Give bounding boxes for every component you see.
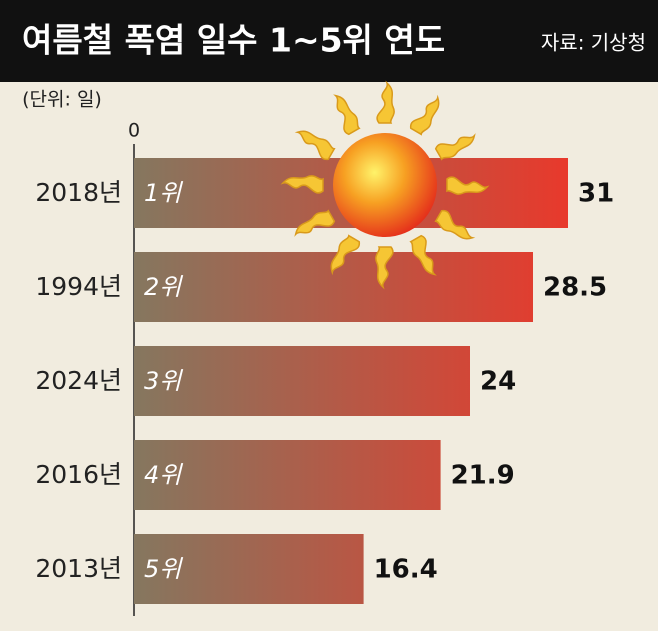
- category-label: 2018년: [35, 178, 122, 207]
- rank-label: 4위: [144, 461, 183, 489]
- bar: [134, 346, 470, 416]
- value-label: 16.4: [374, 555, 438, 585]
- sun: [282, 82, 488, 288]
- unit-label: (단위: 일): [22, 89, 102, 111]
- value-label: 31: [578, 179, 614, 209]
- rank-label: 3위: [144, 367, 183, 395]
- value-label: 24: [480, 367, 516, 397]
- title-bar: [0, 0, 658, 82]
- value-label: 21.9: [451, 461, 515, 491]
- category-label: 2013년: [35, 554, 122, 583]
- bar: [134, 440, 441, 510]
- rank-label: 2위: [144, 273, 183, 301]
- category-label: 2016년: [35, 460, 122, 489]
- source: 자료: 기상청: [541, 31, 646, 55]
- chart-title: 여름철 폭염 일수 1~5위 연도: [22, 21, 445, 60]
- category-label: 2024년: [35, 366, 122, 395]
- value-label: 28.5: [543, 273, 607, 303]
- rank-label: 1위: [144, 179, 183, 207]
- x-tick-label: 0: [128, 120, 140, 142]
- rank-label: 5위: [144, 555, 183, 583]
- category-label: 1994년: [35, 272, 122, 301]
- bar: [134, 534, 364, 604]
